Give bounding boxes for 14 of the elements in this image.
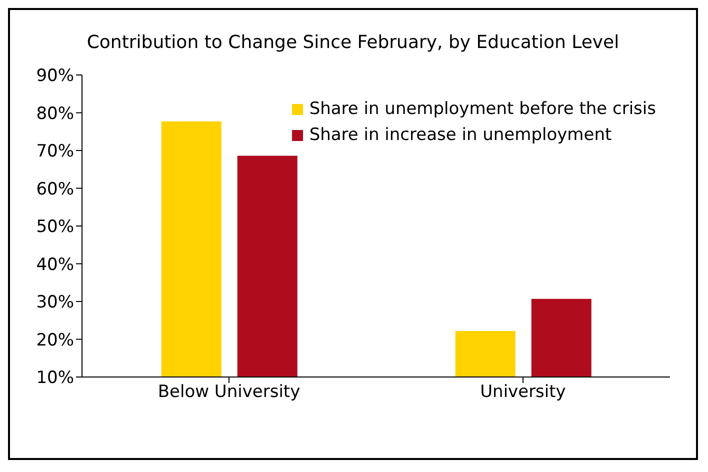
- y-tick-label: 40%: [36, 254, 74, 275]
- y-tick-label: 10%: [36, 368, 74, 388]
- y-tick-label: 70%: [36, 142, 74, 162]
- y-tick-label: 90%: [36, 66, 74, 86]
- x-tick-label: Below University: [158, 382, 300, 402]
- y-tick-label: 80%: [36, 104, 74, 124]
- y-tick-label: 50%: [36, 217, 74, 238]
- chart-title: Contribution to Change Since February, by Education Level: [86, 32, 620, 53]
- legend-label: Share in increase in unemployment: [309, 125, 612, 145]
- legend-label: Share in unemployment before the crisis: [309, 99, 656, 119]
- y-tick-label: 60%: [36, 179, 74, 200]
- y-tick-label: 30%: [36, 292, 74, 313]
- x-tick-label: University: [480, 382, 566, 402]
- y-tick-label: 20%: [36, 330, 74, 350]
